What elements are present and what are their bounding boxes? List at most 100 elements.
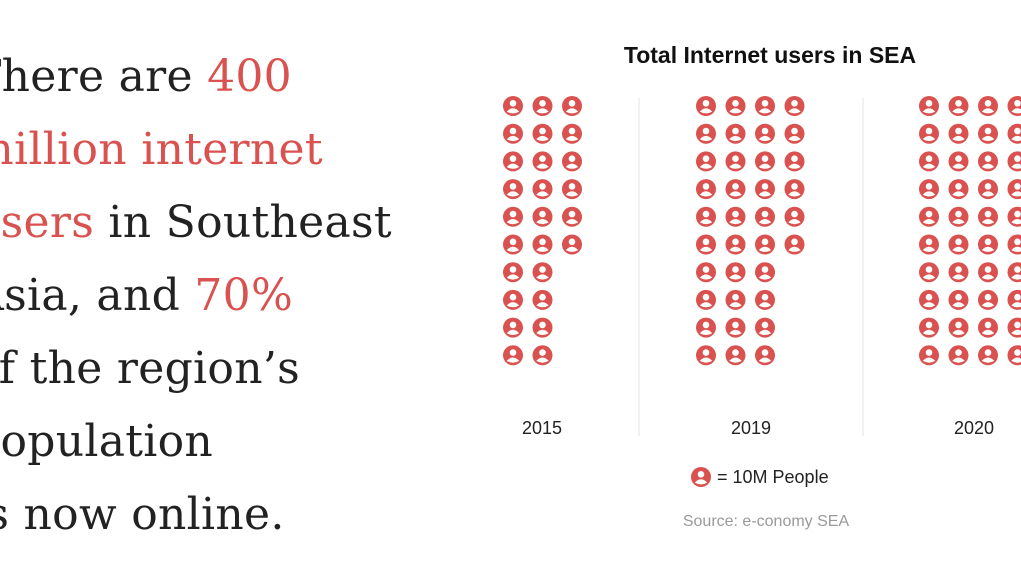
person-icon	[503, 234, 523, 255]
person-icon	[725, 96, 746, 116]
person-icon	[755, 151, 775, 172]
person-icon	[532, 179, 553, 200]
page-bottom-margin	[0, 568, 1021, 580]
person-icon	[919, 289, 939, 310]
person-icon	[696, 289, 716, 310]
person-icon	[1007, 179, 1021, 200]
person-icon	[1007, 151, 1021, 172]
person-icon	[503, 123, 523, 144]
person-icon	[696, 234, 716, 255]
person-icon	[948, 234, 969, 255]
person-icon	[784, 179, 805, 200]
person-icon	[503, 317, 523, 338]
headline-line: users in Southeast	[0, 186, 442, 259]
year-label-2015: 2015	[521, 418, 563, 438]
person-icon	[919, 151, 939, 172]
person-icon	[978, 262, 998, 283]
headline-segment: Asia, and	[0, 270, 181, 321]
person-icon	[532, 123, 553, 144]
person-icon	[532, 206, 553, 227]
person-icon	[725, 345, 746, 366]
person-icon	[978, 345, 998, 366]
person-icon	[1007, 234, 1021, 255]
year-label-2020: 2020	[953, 418, 995, 438]
headline-highlight: 70%	[194, 270, 294, 321]
headline-segment: in Southeast	[94, 197, 392, 248]
person-icon	[948, 206, 969, 227]
person-icon	[503, 206, 523, 227]
person-icon	[755, 234, 775, 255]
person-icon	[919, 179, 939, 200]
person-icon	[503, 96, 523, 116]
person-icon	[978, 96, 998, 116]
person-icon	[978, 234, 998, 255]
legend-label: = 10M People	[717, 466, 829, 487]
headline-highlight: users	[0, 197, 95, 248]
headline-segment: of the region’s	[0, 343, 301, 394]
person-icon	[784, 123, 805, 144]
person-icon	[755, 262, 775, 283]
person-icon	[755, 179, 775, 200]
person-icon	[948, 345, 969, 366]
person-icon	[562, 179, 582, 200]
headline-line: million internet	[0, 113, 442, 186]
person-icon	[503, 151, 523, 172]
person-icon	[1007, 262, 1021, 283]
source-note: Source: e-conomy SEA	[682, 513, 850, 530]
person-icon	[503, 289, 523, 310]
person-icon	[696, 262, 716, 283]
person-icon	[562, 123, 582, 144]
person-icon	[784, 234, 805, 255]
person-icon	[696, 317, 716, 338]
person-icon	[532, 96, 553, 116]
person-icon	[1007, 317, 1021, 338]
person-icon	[948, 151, 969, 172]
person-icon	[1007, 206, 1021, 227]
person-icon	[978, 289, 998, 310]
person-icon	[503, 262, 523, 283]
person-icon	[978, 151, 998, 172]
chart-title: Total Internet users in SEA	[623, 42, 917, 68]
person-icon	[1007, 289, 1021, 310]
headline-highlight: 400	[207, 51, 292, 102]
headline-segment: is now online.	[0, 489, 285, 540]
person-icon	[696, 96, 716, 116]
person-icon	[755, 317, 775, 338]
person-icon	[919, 262, 939, 283]
person-icon	[784, 206, 805, 227]
person-icon	[948, 262, 969, 283]
person-icon	[725, 179, 746, 200]
person-icon	[691, 467, 711, 487]
person-icon	[532, 262, 553, 283]
headline-line: Asia, and 70%	[0, 259, 442, 332]
person-icon	[919, 96, 939, 116]
person-icon	[725, 206, 746, 227]
person-icon	[725, 151, 746, 172]
person-icon	[919, 345, 939, 366]
person-icon	[725, 123, 746, 144]
person-icon	[919, 123, 939, 144]
headline-text: There are 400 million internet users in So…	[0, 40, 442, 551]
infographic-card: There are 400 million internet users in So…	[0, 40, 1021, 551]
person-icon	[948, 123, 969, 144]
person-icon	[696, 179, 716, 200]
person-icon	[755, 123, 775, 144]
person-icon	[948, 289, 969, 310]
person-icon	[725, 234, 746, 255]
person-icon	[725, 289, 746, 310]
person-icon	[919, 234, 939, 255]
person-icon	[696, 206, 716, 227]
person-icon	[725, 262, 746, 283]
headline-line: population	[0, 405, 442, 478]
person-icon	[784, 96, 805, 116]
headline-line: is now online.	[0, 478, 442, 551]
person-icon	[1007, 96, 1021, 116]
pictogram-chart	[503, 96, 1021, 436]
person-icon	[755, 345, 775, 366]
person-icon	[532, 345, 553, 366]
person-icon	[978, 317, 998, 338]
person-icon	[978, 179, 998, 200]
person-icon	[696, 345, 716, 366]
person-icon	[948, 317, 969, 338]
headline-line: There are 400	[0, 40, 442, 113]
